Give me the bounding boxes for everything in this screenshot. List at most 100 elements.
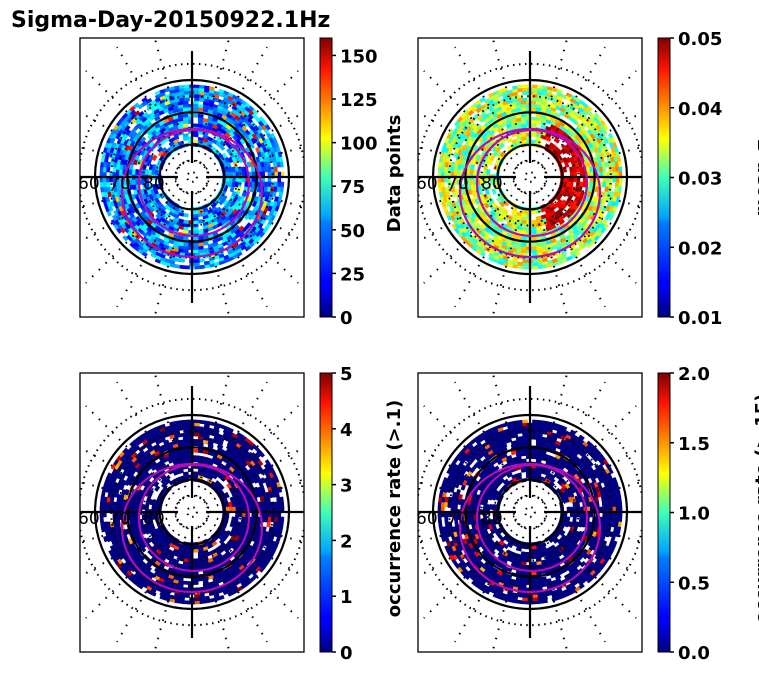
heatmap-bin: [182, 580, 189, 585]
colorbar-label: mean σφ: [752, 130, 759, 216]
oval-poleward-boundary: [475, 128, 589, 238]
heatmap-bin: [148, 489, 154, 496]
heatmap-bin: [244, 181, 249, 188]
latitude-circle-dotted-88: [186, 171, 198, 183]
mlt-line-dotted: [195, 38, 231, 162]
heatmap-bin: [530, 584, 537, 589]
heatmap-bin: [532, 97, 538, 102]
colorbar-tick-label: 0.05: [678, 29, 722, 50]
heatmap-bin: [515, 107, 522, 113]
heatmap-bin: [174, 263, 181, 269]
heatmap-bin: [194, 597, 200, 602]
heatmap-bin: [522, 265, 528, 270]
mlt-line-dotted: [202, 522, 299, 619]
heatmap-bin: [192, 442, 199, 447]
heatmap-bin: [498, 142, 505, 150]
heatmap-bin: [600, 496, 606, 503]
heatmap-bin: [601, 501, 607, 508]
colorbar-tick-label: 3: [340, 476, 353, 497]
heatmap-bin: [522, 419, 528, 424]
heatmap-bin: [240, 516, 246, 523]
heatmap-bin: [192, 455, 199, 460]
heatmap-bin: [194, 87, 200, 92]
mlt-line-dotted: [80, 446, 179, 505]
heatmap-bin: [530, 133, 537, 138]
heatmap-bin: [276, 496, 281, 503]
heatmap-bin: [184, 593, 190, 598]
latitude-circle-dotted-88: [186, 506, 198, 518]
heatmap-bin: [184, 600, 190, 605]
mlt-line-dotted: [207, 145, 304, 174]
heatmap-bin: [208, 597, 215, 603]
heatmap-bin: [100, 491, 106, 498]
axes-frame: [417, 37, 643, 318]
heatmap-bin: [192, 580, 199, 586]
mlt-line-dotted: [537, 190, 606, 308]
heatmap-bin: [179, 426, 185, 431]
latitude-circle-dotted-85: [512, 159, 548, 195]
heatmap-bin: [522, 432, 528, 437]
mlt-line-dotted: [195, 373, 231, 497]
oval-poleward-boundary: [137, 463, 251, 573]
heatmap-bin: [522, 91, 528, 96]
heatmap-bin: [192, 577, 199, 582]
colorbar-tick-label: 0: [340, 308, 353, 329]
mlt-line-dotted: [202, 70, 299, 167]
heatmap-bin: [184, 265, 190, 270]
heatmap-bin: [229, 186, 235, 193]
heatmap-bin: [522, 426, 528, 431]
heatmap-bin: [192, 107, 199, 112]
mlt-line-dotted: [540, 187, 637, 284]
mlt-line-dotted: [116, 46, 185, 164]
mlt-line-dotted: [199, 525, 268, 643]
heatmap-bin: [192, 103, 199, 109]
colorbar-tick-label: 2: [340, 531, 353, 552]
heatmap-bin: [614, 181, 620, 188]
colorbar-tick-label: 0.01: [678, 308, 722, 329]
heatmap-bin: [522, 262, 528, 267]
heatmap-bin: [530, 580, 537, 586]
heatmap-bin: [218, 538, 226, 545]
heatmap-bin: [484, 188, 490, 195]
heatmap-bin: [532, 593, 538, 598]
latitude-label: 70: [109, 174, 131, 194]
heatmap-bin: [184, 91, 190, 96]
heatmap-bin: [522, 84, 528, 89]
latitude-label: 60: [78, 174, 100, 194]
colorbar-tick-label: 50: [340, 221, 365, 242]
heatmap-bin: [179, 264, 185, 270]
mlt-line-dotted: [205, 184, 304, 243]
heatmap-bin: [512, 592, 519, 598]
heatmap-bin: [99, 516, 104, 523]
heatmap-bin: [532, 84, 538, 89]
heatmap-bin: [184, 426, 190, 431]
heatmap-bin: [151, 154, 158, 162]
heatmap-bin: [554, 112, 562, 118]
heatmap-bin: [530, 107, 537, 112]
heatmap-bin: [192, 564, 199, 569]
heatmap-bin: [532, 600, 538, 605]
heatmap-bin: [124, 488, 130, 496]
mlt-line-dotted: [418, 180, 515, 209]
mlt-line-dotted: [543, 111, 642, 170]
latitude-label: 80: [143, 174, 165, 194]
heatmap-bin: [164, 474, 171, 481]
mlt-line-dotted: [537, 46, 606, 164]
heatmap-bin: [278, 191, 284, 198]
mlt-line-dotted: [543, 184, 642, 243]
heatmap-bin: [530, 448, 537, 453]
heatmap-bin: [177, 468, 184, 475]
latitude-circle-dotted-85: [174, 159, 210, 195]
heatmap-bin: [194, 426, 200, 431]
heatmap-bin: [229, 521, 235, 528]
mlt-line-dotted: [80, 180, 177, 209]
mlt-line-dotted: [85, 187, 182, 284]
colorbar-tick-label: 5: [340, 364, 353, 385]
mlt-line-dotted: [199, 46, 268, 164]
colorbar-tick-label: 125: [340, 90, 378, 111]
heatmap-bin: [589, 146, 596, 154]
heatmap-bin: [197, 448, 204, 454]
colorbar-tick-label: 0.03: [678, 169, 722, 190]
colorbar-tick-label: 4: [340, 420, 353, 441]
